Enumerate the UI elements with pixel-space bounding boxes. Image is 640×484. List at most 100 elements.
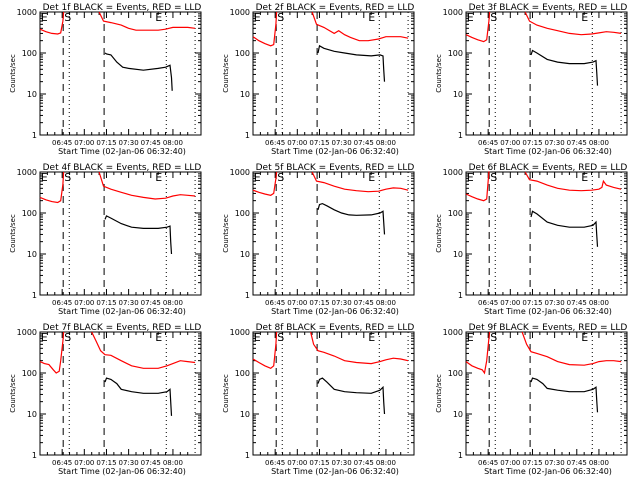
lld-series-line — [98, 11, 196, 31]
marker-label-s: S — [490, 11, 497, 24]
events-series-line — [104, 215, 173, 255]
x-tick-label: 08:00 — [589, 299, 609, 307]
panel-title: Det 9f BLACK = Events, RED = LLD — [469, 323, 628, 333]
lld-series-line — [252, 171, 278, 196]
lld-series-line — [39, 11, 65, 35]
lld-series-line — [524, 11, 622, 36]
y-tick-label: 1000 — [17, 8, 37, 17]
panel-title: Det 1f BLACK = Events, RED = LLD — [43, 3, 202, 13]
x-tick-label: 06:45 — [52, 299, 72, 307]
lld-series-line — [524, 171, 622, 192]
x-tick-label: 07:45 — [141, 459, 161, 467]
lld-series-line — [311, 171, 409, 193]
plot-frame — [39, 331, 202, 456]
x-tick-label: 06:45 — [478, 139, 498, 147]
y-axis-label: Counts/sec — [9, 214, 17, 253]
events-series-line — [530, 377, 599, 413]
lld-series-line — [252, 331, 278, 369]
marker-label-e: E — [254, 171, 261, 184]
x-tick-label: 07:45 — [567, 459, 587, 467]
y-tick-label: 100 — [22, 209, 37, 218]
y-tick-label: 1 — [32, 291, 37, 300]
x-tick-label: 08:00 — [163, 139, 183, 147]
detector-panel-4: Det 4f BLACK = Events, RED = LLD 1 10 100 10… — [0, 160, 213, 320]
marker-label-e: E — [155, 11, 162, 24]
x-tick-label: 08:00 — [376, 299, 396, 307]
x-tick-label: 06:45 — [478, 299, 498, 307]
panel-chart: Det 6f BLACK = Events, RED = LLD 1 10 100 10… — [435, 163, 628, 316]
x-tick-label: 07:30 — [119, 459, 139, 467]
panel-chart: Det 2f BLACK = Events, RED = LLD 1 10 100 10… — [222, 3, 415, 156]
x-tick-label: 07:30 — [545, 459, 565, 467]
y-tick-label: 10 — [240, 250, 250, 259]
marker-label-s: S — [277, 331, 284, 344]
y-axis-label: Counts/sec — [435, 214, 443, 253]
events-series-line — [317, 44, 386, 82]
panel-title: Det 7f BLACK = Events, RED = LLD — [43, 323, 202, 333]
lld-series-line — [98, 171, 196, 200]
x-tick-label: 07:00 — [74, 459, 94, 467]
y-tick-label: 100 — [22, 49, 37, 58]
panel-chart: Det 1f BLACK = Events, RED = LLD 1 10 100 10… — [9, 3, 202, 156]
x-tick-label: 07:30 — [332, 139, 352, 147]
plot-frame — [39, 171, 202, 296]
y-tick-label: 1 — [245, 131, 250, 140]
y-tick-label: 10 — [240, 90, 250, 99]
x-tick-label: 07:15 — [522, 459, 542, 467]
panel-chart: Det 3f BLACK = Events, RED = LLD 1 10 100 10… — [435, 3, 628, 156]
x-tick-label: 07:30 — [332, 299, 352, 307]
x-axis-label: Start Time (02-Jan-06 06:32:40) — [484, 147, 612, 156]
x-axis-label: Start Time (02-Jan-06 06:32:40) — [271, 467, 399, 476]
detector-panel-7: Det 7f BLACK = Events, RED = LLD 1 10 100 10… — [0, 320, 213, 480]
marker-label-e: E — [467, 331, 474, 344]
y-tick-label: 1000 — [230, 328, 250, 337]
x-tick-label: 07:45 — [141, 299, 161, 307]
x-tick-label: 06:45 — [265, 459, 285, 467]
x-tick-label: 06:45 — [265, 139, 285, 147]
events-series-line — [530, 49, 599, 86]
x-tick-label: 07:30 — [119, 139, 139, 147]
plot-frame — [252, 11, 415, 136]
y-axis-label: Counts/sec — [222, 214, 230, 253]
x-tick-label: 07:15 — [309, 459, 329, 467]
plot-frame — [465, 331, 628, 456]
x-tick-label: 07:15 — [522, 299, 542, 307]
plot-frame — [39, 11, 202, 136]
x-tick-label: 07:15 — [96, 459, 116, 467]
marker-label-e: E — [368, 11, 375, 24]
marker-label-e: E — [155, 331, 162, 344]
y-tick-label: 1000 — [443, 8, 463, 17]
x-tick-label: 07:00 — [74, 299, 94, 307]
marker-label-s: S — [64, 171, 71, 184]
marker-label-e: E — [467, 171, 474, 184]
marker-label-e: E — [155, 171, 162, 184]
y-tick-label: 10 — [453, 410, 463, 419]
x-tick-label: 08:00 — [163, 299, 183, 307]
marker-label-e: E — [254, 11, 261, 24]
events-series-line — [317, 202, 386, 235]
marker-label-s: S — [490, 331, 497, 344]
marker-label-e: E — [254, 331, 261, 344]
x-axis-label: Start Time (02-Jan-06 06:32:40) — [58, 307, 186, 316]
events-series-line — [530, 210, 599, 247]
marker-label-e: E — [368, 331, 375, 344]
x-tick-label: 07:45 — [567, 139, 587, 147]
y-tick-label: 1000 — [230, 168, 250, 177]
x-tick-label: 06:45 — [52, 459, 72, 467]
marker-label-s: S — [64, 331, 71, 344]
panel-title: Det 2f BLACK = Events, RED = LLD — [256, 3, 415, 13]
marker-label-s: S — [490, 171, 497, 184]
x-axis-label: Start Time (02-Jan-06 06:32:40) — [271, 307, 399, 316]
y-axis-label: Counts/sec — [435, 54, 443, 93]
x-tick-label: 07:45 — [354, 139, 374, 147]
x-tick-label: 06:45 — [265, 299, 285, 307]
y-axis-label: Counts/sec — [435, 374, 443, 413]
y-tick-label: 1000 — [443, 328, 463, 337]
y-axis-label: Counts/sec — [222, 374, 230, 413]
y-tick-label: 1000 — [443, 168, 463, 177]
x-axis-label: Start Time (02-Jan-06 06:32:40) — [58, 467, 186, 476]
detector-panel-6: Det 6f BLACK = Events, RED = LLD 1 10 100 10… — [426, 160, 640, 320]
y-tick-label: 1 — [32, 451, 37, 460]
marker-label-e: E — [467, 11, 474, 24]
